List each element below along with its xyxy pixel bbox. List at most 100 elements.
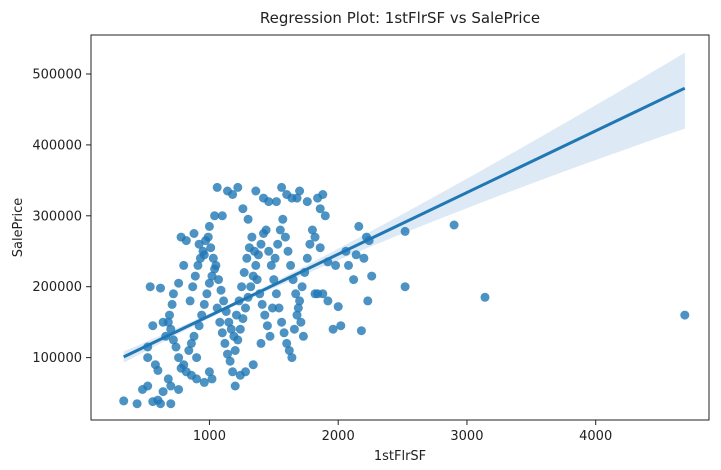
data-point [261,225,271,235]
data-point [291,289,301,299]
data-point [293,303,303,313]
data-point [181,236,191,246]
y-tick-label: 400000 [32,138,82,153]
data-point [202,289,212,299]
data-point [210,211,220,221]
data-point [224,317,234,327]
data-point [230,346,240,355]
data-point [215,317,225,327]
data-point [262,321,272,331]
data-point [179,260,189,270]
data-point [163,317,173,327]
y-tick-label: 100000 [32,351,82,366]
data-point [216,285,226,295]
data-point [287,353,297,363]
data-point [228,190,238,199]
data-point [349,275,359,285]
data-point [359,253,369,263]
data-point [354,221,364,231]
data-point [264,246,274,256]
data-point [153,365,163,375]
data-point [148,321,158,331]
data-point [192,353,202,363]
data-point [217,328,227,338]
data-point [268,303,277,313]
data-point [296,317,306,327]
data-point [252,275,262,285]
data-point [278,214,288,224]
data-point [237,282,247,292]
data-point [275,225,285,235]
data-point [188,282,198,292]
data-point [207,374,217,384]
data-point [212,182,222,192]
data-point [235,324,245,334]
data-point [256,338,266,348]
data-point [265,331,275,341]
data-point [156,283,165,293]
data-point [480,292,490,302]
data-point [214,275,223,285]
data-point [271,197,281,207]
data-point [367,271,377,281]
data-point [400,226,410,236]
data-point [229,331,239,341]
data-point [302,253,312,263]
data-point [165,310,174,320]
y-tick-label: 300000 [32,209,82,224]
data-point [158,387,168,397]
data-point [211,260,221,270]
data-point [239,268,249,277]
x-tick-label: 3000 [450,429,483,444]
x-axis-ticks: 1000 2000 3000 4000 [193,420,612,444]
data-point [277,317,287,327]
data-point [247,232,257,242]
data-point [277,182,287,192]
data-point [238,204,248,214]
data-point [243,214,253,224]
data-point [230,381,240,391]
data-point [241,367,250,377]
data-point [356,326,366,336]
data-point [333,302,343,312]
data-point [257,299,267,309]
data-point [344,260,353,270]
data-point [232,310,241,320]
data-point [167,299,177,309]
data-point [295,296,305,306]
data-point [331,260,341,270]
data-point [298,331,308,341]
data-point [289,324,299,334]
data-point [336,321,346,331]
data-point [166,324,176,334]
data-point [174,278,184,288]
data-point [223,349,232,359]
data-point [271,289,281,299]
data-point [168,289,178,299]
data-point [315,243,325,253]
data-point [280,232,290,242]
data-point [680,310,690,320]
data-point [323,296,333,306]
data-point [292,310,302,320]
data-point [174,385,184,394]
regression-line [123,86,686,359]
data-point [190,271,200,281]
data-point [256,239,266,249]
data-point [283,246,293,256]
data-point [138,385,147,394]
y-tick-label: 500000 [32,67,82,82]
data-point [251,186,261,196]
data-point [174,353,184,363]
data-point [264,197,274,207]
data-point [286,260,296,270]
plot-frame [90,34,710,421]
data-point [400,282,410,292]
data-point [204,278,214,288]
data-point [119,396,129,406]
data-point [274,303,284,313]
data-point [166,381,176,391]
data-point [242,253,252,263]
data-point [176,363,186,373]
y-tick-label: 200000 [32,280,82,295]
